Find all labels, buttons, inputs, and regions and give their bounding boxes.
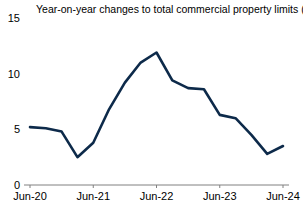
x-tick — [156, 185, 157, 188]
y-range — [24, 18, 25, 185]
x-tick — [219, 185, 220, 188]
x-tick-label: Jun-22 — [140, 190, 174, 202]
x-tick-label: Jun-23 — [203, 190, 237, 202]
x-tick-label: Jun-24 — [266, 190, 300, 202]
x-tick-label: Jun-21 — [76, 190, 110, 202]
x-tick — [93, 185, 94, 188]
plot-area — [30, 53, 283, 158]
y-tick-label: 5 — [14, 123, 20, 135]
x-tick — [283, 185, 284, 188]
line — [30, 53, 283, 158]
y-tick-label: 10 — [8, 68, 20, 80]
chart: Year-on-year changes to total commercial… — [0, 0, 303, 216]
y-tick-label: 15 — [8, 12, 20, 24]
x-tick-label: Jun-20 — [13, 190, 47, 202]
x-tick — [30, 185, 31, 188]
title: Year-on-year changes to total commercial… — [36, 3, 303, 15]
